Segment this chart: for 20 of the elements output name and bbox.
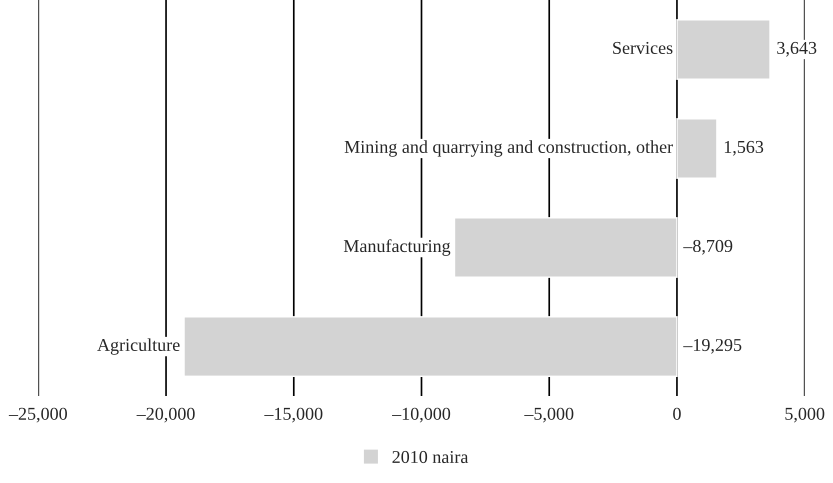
text: 1,563 <box>724 140 764 156</box>
x-tick-label: –20,000 <box>136 408 195 422</box>
x-tick-label: 0 <box>673 408 681 420</box>
x-tick-label: –5,000 <box>524 408 574 422</box>
x-tick-label: 5,000 <box>785 408 824 422</box>
legend-label: 2010 naira <box>392 450 468 464</box>
text: –19,295 <box>683 338 742 354</box>
bar <box>183 316 678 377</box>
x-tick-label: –15,000 <box>264 408 322 422</box>
x-tick-label: –25,000 <box>8 408 67 422</box>
text: 3,643 <box>777 42 816 57</box>
y-tick-label: Manufacturing <box>344 239 450 256</box>
y-tick-label: Services <box>613 42 672 54</box>
text: –8,709 <box>683 240 732 255</box>
bar <box>676 19 771 80</box>
bar <box>676 118 718 179</box>
y-tick-label: Mining and quarrying and construction, other <box>344 140 673 157</box>
bar <box>454 217 678 278</box>
y-tick-label: Agriculture <box>97 338 180 355</box>
x-tick-label: –10,000 <box>392 408 450 422</box>
